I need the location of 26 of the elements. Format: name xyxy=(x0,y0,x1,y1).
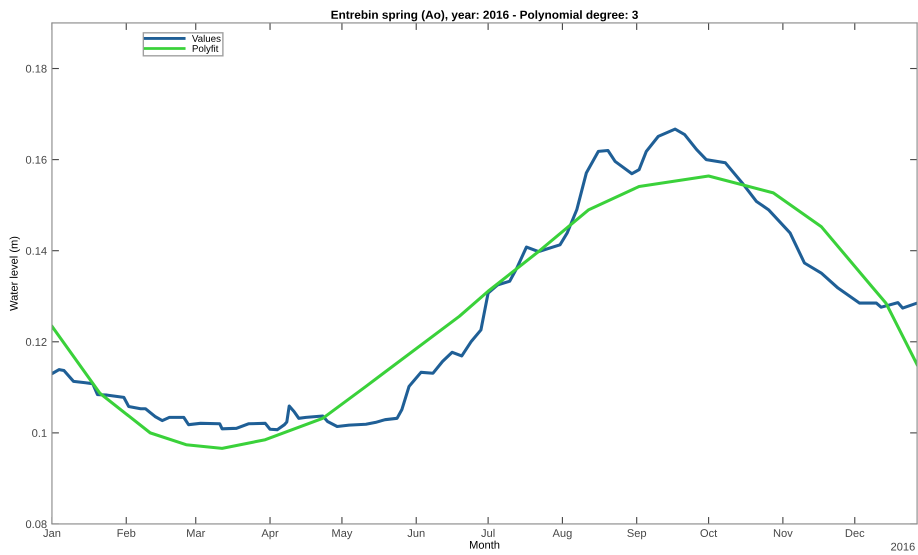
text: 2016 xyxy=(891,542,915,551)
x-tick-label: Jun xyxy=(407,529,424,537)
y-tick-label: 0.14 xyxy=(26,246,47,255)
x-tick-label: Dec xyxy=(846,529,864,537)
line-series xyxy=(52,128,918,432)
x-tick-label: May xyxy=(332,529,352,540)
y-tick-label: 0.08 xyxy=(26,520,47,528)
y-axis-title: Water level (m) xyxy=(10,236,20,311)
legend-label: Values xyxy=(192,34,221,42)
y-tick-label: 0.16 xyxy=(26,156,47,164)
line-series xyxy=(52,174,918,450)
y-tick-label: 0.12 xyxy=(26,338,47,346)
x-tick-label: Aug xyxy=(552,529,572,540)
y-tick-label: 0.18 xyxy=(26,64,47,73)
x-axis-title: Month xyxy=(470,540,500,549)
x-tick-label: Sep xyxy=(627,529,646,540)
x-tick-label: Nov xyxy=(774,529,793,537)
legend-label: Polyfit xyxy=(192,44,218,54)
x-tick-label: Jul xyxy=(481,528,494,537)
y-tick-label: 0.1 xyxy=(32,429,47,438)
x-tick-label: Feb xyxy=(118,528,136,537)
x-tick-label: Apr xyxy=(261,529,278,540)
x-tick-label: Jan xyxy=(43,529,60,537)
chart-title: Entrebin spring (Ao), year: 2016 - Polynomial degree: 3 xyxy=(331,10,638,22)
x-tick-label: Mar xyxy=(187,529,206,537)
x-tick-label: Oct xyxy=(700,529,718,537)
